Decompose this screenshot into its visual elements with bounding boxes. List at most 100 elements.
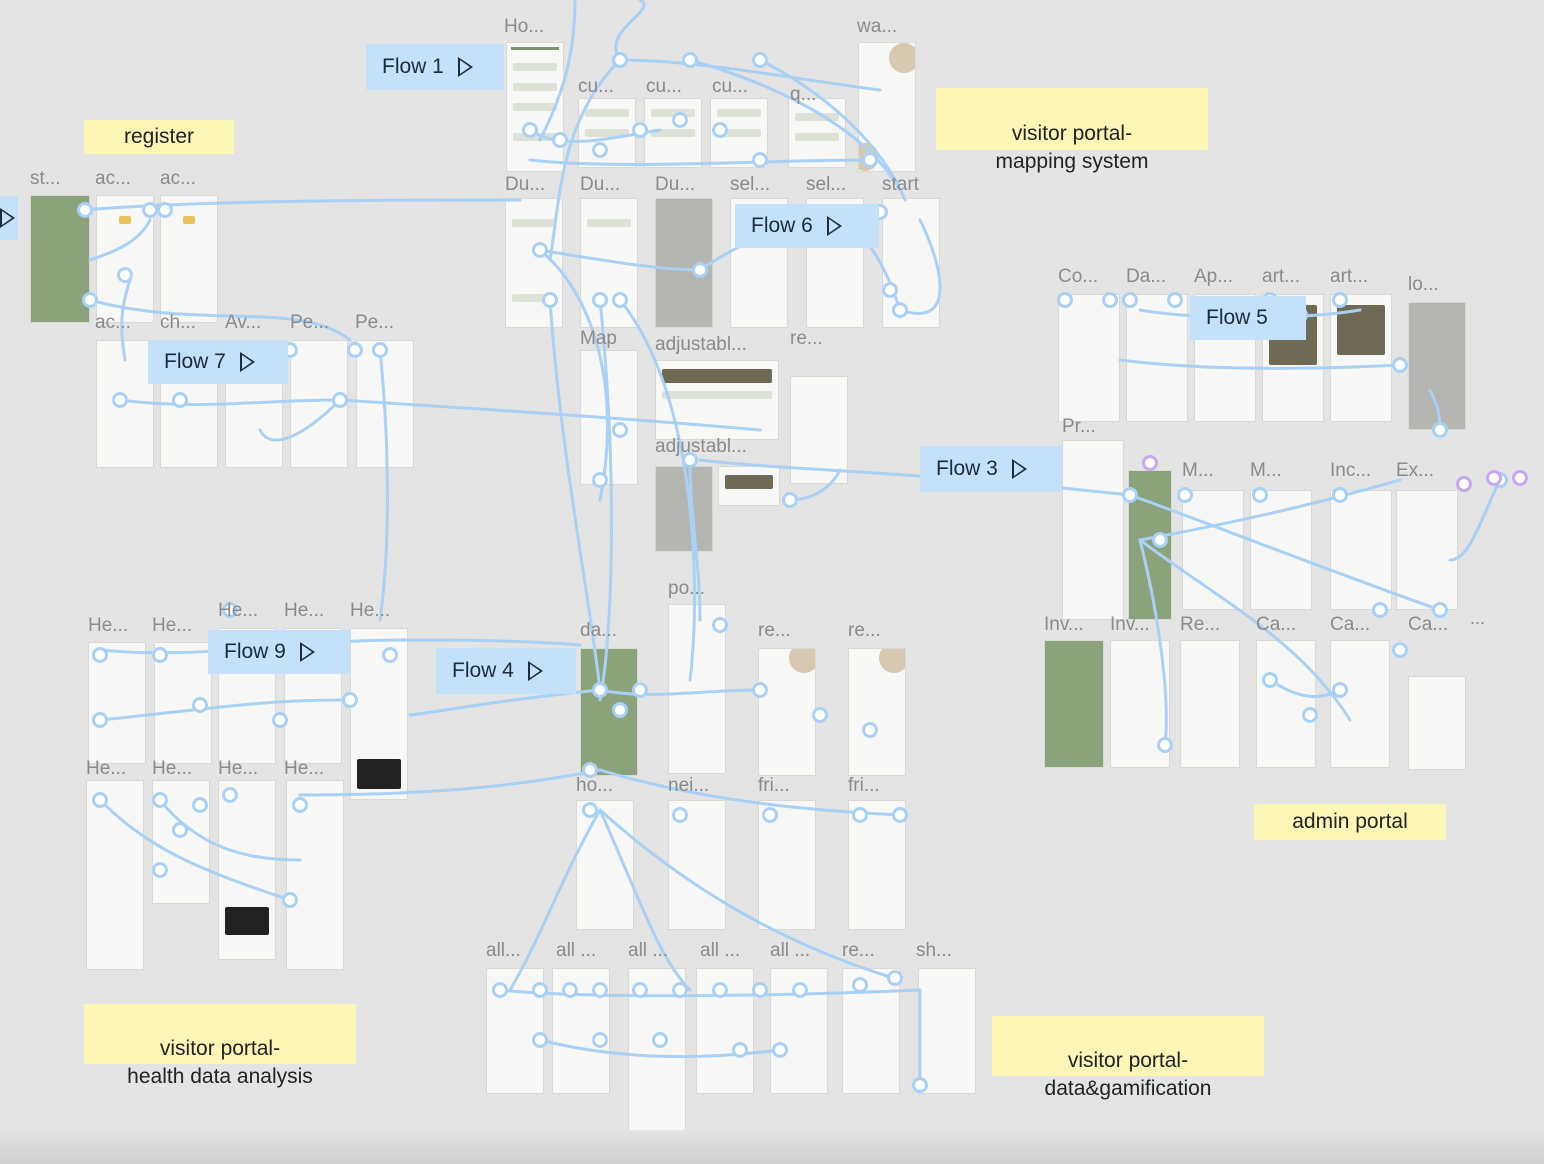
connection-handle[interactable] <box>1392 357 1408 373</box>
connection-handle[interactable] <box>172 822 188 838</box>
connection-handle[interactable] <box>1152 532 1168 548</box>
frame-label[interactable]: ho... <box>576 775 613 796</box>
screen-reward-2[interactable] <box>848 648 906 776</box>
connection-handle[interactable] <box>522 122 538 138</box>
connection-handle[interactable] <box>332 392 348 408</box>
flow-3-start[interactable]: Flow 3 <box>920 446 1062 492</box>
screen-share[interactable] <box>918 968 976 1094</box>
connection-handle[interactable] <box>712 982 728 998</box>
frame-label[interactable]: Inc... <box>1330 460 1372 481</box>
frame-label[interactable]: Map <box>580 328 617 349</box>
frame-label[interactable]: start <box>882 174 919 195</box>
frame-label[interactable]: Inv... <box>1044 614 1084 635</box>
connection-handle[interactable] <box>152 792 168 808</box>
connection-handle[interactable] <box>582 762 598 778</box>
connection-handle[interactable] <box>762 807 778 823</box>
connection-handle[interactable] <box>152 647 168 663</box>
frame-label[interactable]: st... <box>30 168 61 189</box>
screen-expense[interactable] <box>1396 490 1458 610</box>
screen-reward-1[interactable] <box>758 648 816 776</box>
frame-label[interactable]: Ex... <box>1396 460 1435 481</box>
frame-label[interactable]: ac... <box>160 168 196 189</box>
frame-label[interactable]: He... <box>218 600 259 621</box>
frame-label[interactable]: da... <box>580 620 617 641</box>
connection-handle[interactable] <box>1057 292 1073 308</box>
connection-handle[interactable] <box>592 472 608 488</box>
screen-custom-2[interactable] <box>644 98 702 168</box>
frame-label[interactable]: cu... <box>578 76 614 97</box>
frame-label[interactable]: adjustabl... <box>655 436 747 457</box>
connection-handle[interactable] <box>292 797 308 813</box>
connection-handle[interactable] <box>752 982 768 998</box>
frame-label[interactable]: q... <box>790 84 817 105</box>
connection-handle[interactable] <box>712 122 728 138</box>
frame-label[interactable]: He... <box>284 600 325 621</box>
flow-4-start[interactable]: Flow 4 <box>436 648 576 694</box>
frame-label[interactable]: Re... <box>1180 614 1221 635</box>
screen-home[interactable] <box>506 42 564 172</box>
connection-handle[interactable] <box>172 392 188 408</box>
frame-label[interactable]: lo... <box>1408 274 1439 295</box>
flow-9-start[interactable]: Flow 9 <box>208 630 350 674</box>
connection-handle[interactable] <box>532 242 548 258</box>
frame-label[interactable]: re... <box>848 620 881 641</box>
connection-handle[interactable] <box>1392 642 1408 658</box>
connection-handle[interactable] <box>672 982 688 998</box>
frame-label[interactable]: Ca... <box>1256 614 1297 635</box>
flow-5-start[interactable]: Flow 5 <box>1190 296 1306 340</box>
screen-adjustable-1[interactable] <box>655 360 779 440</box>
screen-home-rank[interactable] <box>576 800 634 930</box>
frame-label[interactable]: art... <box>1262 266 1301 287</box>
frame-label[interactable]: ac... <box>95 312 131 333</box>
connection-handle[interactable] <box>117 267 133 283</box>
frame-label[interactable]: nei... <box>668 775 710 796</box>
connection-handle[interactable] <box>372 342 388 358</box>
frame-label[interactable]: Ho... <box>504 16 545 37</box>
screen-profile[interactable] <box>1062 440 1124 620</box>
connection-handle[interactable] <box>772 1042 788 1058</box>
frame-label[interactable]: Du... <box>580 174 621 195</box>
connection-handle[interactable] <box>862 152 878 168</box>
connection-handle[interactable] <box>1177 487 1193 503</box>
connection-handle[interactable] <box>892 302 908 318</box>
connection-handle[interactable] <box>852 977 868 993</box>
connection-handle[interactable] <box>682 452 698 468</box>
frame-label[interactable]: fri... <box>758 775 790 796</box>
frame-label[interactable]: re... <box>790 328 823 349</box>
frame-label[interactable]: Pr... <box>1062 416 1096 437</box>
screen-monitor-1[interactable] <box>1182 490 1244 610</box>
connection-handle[interactable] <box>672 807 688 823</box>
connection-handle[interactable] <box>82 292 98 308</box>
connection-handle[interactable] <box>782 492 798 508</box>
frame-label[interactable]: all ... <box>770 940 811 961</box>
connection-handle[interactable] <box>157 202 173 218</box>
connection-handle[interactable] <box>1332 682 1348 698</box>
screen-adjustable-2[interactable] <box>655 466 713 552</box>
note-admin-portal[interactable]: admin portal <box>1254 804 1446 840</box>
frame-label[interactable]: ch... <box>160 312 196 333</box>
connection-handle[interactable] <box>1102 292 1118 308</box>
frame-label[interactable]: Pe... <box>290 312 330 333</box>
screen-report[interactable] <box>1180 640 1240 768</box>
connection-handle[interactable] <box>852 807 868 823</box>
connection-handle[interactable] <box>592 682 608 698</box>
frame-label[interactable]: Ap... <box>1194 266 1234 287</box>
frame-label[interactable]: adjustabl... <box>655 334 747 355</box>
frame-label[interactable]: art... <box>1330 266 1369 287</box>
connection-handle[interactable] <box>92 647 108 663</box>
screen-invite-1[interactable] <box>1044 640 1104 768</box>
note-gamification[interactable]: visitor portal- data&gamification <box>992 1016 1264 1100</box>
screen-health-8[interactable] <box>218 780 276 960</box>
frame-label[interactable]: He... <box>152 615 193 636</box>
connection-handle[interactable] <box>1167 292 1183 308</box>
frame-label[interactable]: He... <box>86 758 127 779</box>
frame-label[interactable]: He... <box>218 758 259 779</box>
frame-label[interactable]: Da... <box>1126 266 1167 287</box>
connection-handle[interactable] <box>192 797 208 813</box>
frame-label[interactable]: sel... <box>806 174 847 195</box>
connection-handle[interactable] <box>382 647 398 663</box>
screen-map[interactable] <box>580 350 638 485</box>
connection-handle[interactable] <box>887 970 903 986</box>
screen-income[interactable] <box>1330 490 1392 610</box>
screen-logout[interactable] <box>1408 302 1466 430</box>
